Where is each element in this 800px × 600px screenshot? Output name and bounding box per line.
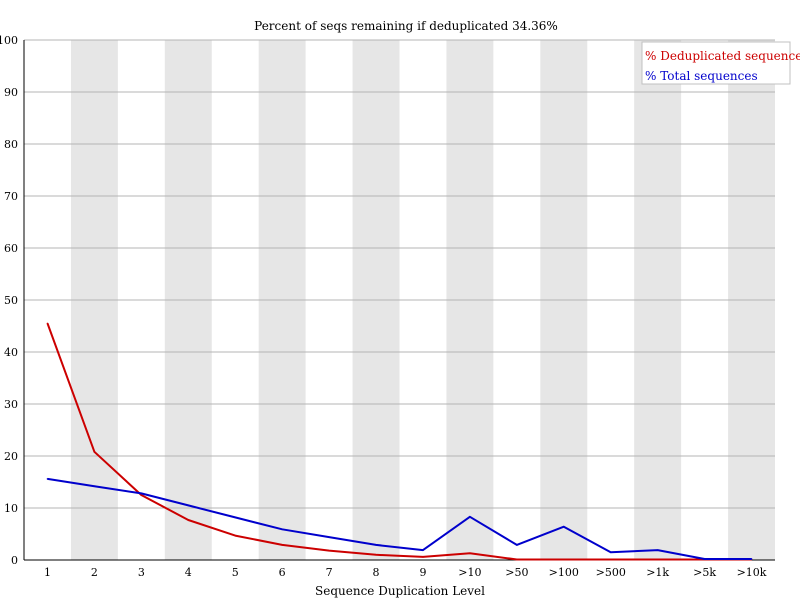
series-1-point-14: [703, 558, 706, 560]
series-1-point-5: [281, 528, 283, 531]
chart-title: Percent of seqs remaining if deduplicate…: [254, 19, 558, 33]
x-tick-13: >1k: [646, 566, 669, 579]
x-tick-4: 5: [232, 566, 239, 579]
x-tick-0: 1: [44, 566, 51, 579]
x-tick-9: >10: [458, 566, 481, 579]
series-line-0: [46, 323, 752, 561]
x-tick-7: 8: [373, 566, 380, 579]
series-0-point-12: [609, 558, 612, 561]
series-1-point-6: [328, 536, 330, 538]
series-1-point-7: [375, 544, 377, 546]
legend-entry-total: % Total sequences: [645, 69, 758, 83]
y-tick-30: 30: [4, 398, 18, 411]
y-tick-40: 40: [4, 346, 18, 359]
series-line-1: [47, 477, 752, 560]
series-1-point-11: [562, 525, 565, 528]
legend: % Deduplicated sequences % Total sequenc…: [641, 41, 800, 85]
x-tick-1: 2: [91, 566, 98, 579]
series-1-point-9: [469, 516, 471, 518]
x-tick-2: 3: [138, 566, 145, 579]
x-tick-10: >50: [505, 566, 528, 579]
series-1-point-12: [609, 551, 612, 553]
series-0-point-10: [516, 558, 518, 561]
series-1-point-15: [750, 558, 753, 560]
x-tick-3: 4: [185, 566, 192, 579]
legend-entry-deduplicated: % Deduplicated sequences: [645, 49, 800, 63]
x-tick-11: >100: [549, 566, 579, 579]
x-tick-5: 6: [279, 566, 286, 579]
y-tick-10: 10: [4, 502, 18, 515]
y-tick-60: 60: [4, 242, 18, 255]
x-tick-labels: 1 2 3 4 5 6 7 8 9 >10 >50 >100 >500 >1k >5k >10k: [44, 566, 767, 579]
x-tick-6: 7: [326, 566, 333, 579]
y-tick-labels: 0 10 20 30 40 50 60 70 80 90 100: [0, 34, 18, 567]
y-tick-100: 100: [0, 34, 18, 47]
y-tick-0: 0: [11, 554, 18, 567]
series-lines: [46, 322, 753, 561]
series-1-point-10: [516, 544, 518, 546]
y-tick-70: 70: [4, 190, 18, 203]
series-1-point-3: [187, 504, 190, 507]
x-tick-12: >500: [596, 566, 626, 579]
y-tick-80: 80: [4, 138, 18, 151]
series-0-point-4: [234, 534, 237, 537]
y-tick-90: 90: [4, 86, 18, 99]
series-0-point-7: [375, 554, 377, 556]
y-tick-50: 50: [4, 294, 18, 307]
series-1-point-2: [140, 492, 143, 495]
x-tick-8: 9: [419, 566, 426, 579]
x-axis-label: Sequence Duplication Level: [315, 584, 485, 598]
series-0-point-8: [422, 556, 424, 558]
series-0-point-11: [562, 558, 565, 561]
series-0-point-2: [140, 494, 143, 496]
series-0-point-1: [93, 451, 96, 453]
series-1-point-13: [656, 549, 659, 551]
series-0-point-13: [656, 558, 659, 561]
series-0-point-5: [281, 544, 283, 546]
series-0-point-0: [46, 322, 49, 325]
legend-box: [641, 41, 791, 85]
x-tick-15: >10k: [737, 566, 767, 579]
series-1-point-4: [234, 516, 237, 519]
y-tick-20: 20: [4, 450, 18, 463]
series-0-point-3: [187, 519, 190, 521]
series-1-point-1: [93, 485, 96, 487]
series-1-point-0: [46, 478, 49, 480]
series-0-point-6: [328, 549, 330, 552]
series-0-point-9: [469, 552, 471, 555]
x-tick-14: >5k: [693, 566, 716, 579]
series-1-point-8: [422, 549, 424, 551]
